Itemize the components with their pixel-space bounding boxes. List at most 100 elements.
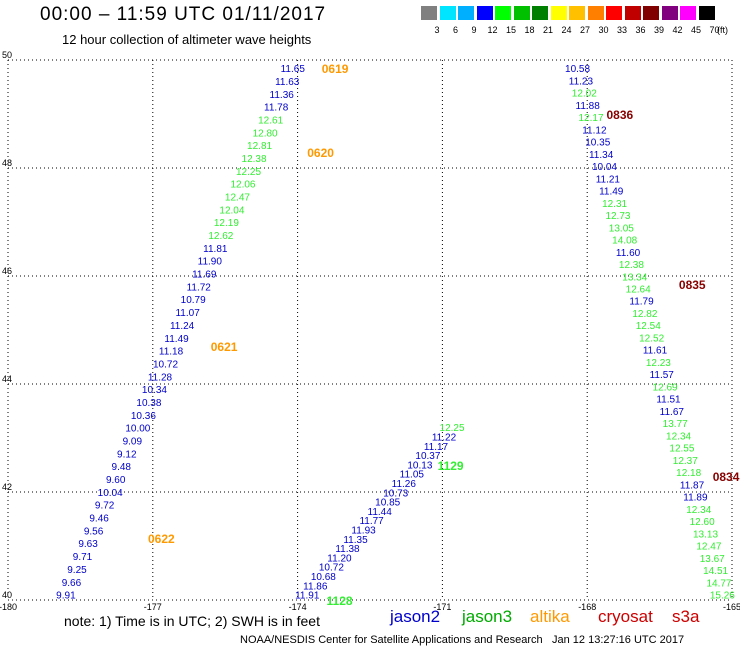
y-tick-label: 50: [2, 50, 12, 60]
satellite-key-s3a: s3a: [672, 607, 700, 626]
legend-swatch: [606, 6, 622, 20]
x-tick-label: -165: [723, 602, 740, 612]
legend-swatch: [550, 6, 567, 20]
y-tick-label: 42: [2, 482, 12, 492]
satellite-key-altika: altika: [530, 607, 570, 626]
pass-time-label: 0620: [307, 146, 334, 160]
wave-height-value: 11.93: [351, 526, 376, 537]
wave-height-value: 11.57: [650, 370, 675, 381]
wave-height-value: 13.34: [622, 272, 647, 283]
wave-height-value: 11.24: [170, 321, 195, 332]
x-tick-label: -174: [289, 602, 307, 612]
wave-height-value: 13.05: [609, 223, 634, 234]
wave-height-value: 12.25: [440, 423, 465, 434]
wave-height-value: 12.82: [632, 309, 657, 320]
wave-height-value: 9.71: [73, 552, 93, 563]
wave-height-value: 11.87: [680, 480, 705, 491]
wave-height-value: 10.36: [131, 411, 156, 422]
wave-height-value: 11.61: [643, 346, 668, 357]
wave-height-value: 11.67: [660, 407, 685, 418]
satellite-key-cryosat: cryosat: [598, 607, 653, 626]
wave-height-value: 12.80: [253, 128, 278, 139]
generated-timestamp: Jan 12 13:27:16 UTC 2017: [552, 634, 685, 646]
wave-height-value: 11.72: [187, 282, 212, 293]
wave-height-value: 11.78: [264, 103, 289, 114]
wave-height-value: 12.81: [247, 141, 272, 152]
pass-time-label: 0622: [148, 532, 175, 546]
wave-height-value: 15.26: [710, 591, 735, 602]
wave-height-value: 11.36: [270, 90, 295, 101]
pass-time-label: 1129: [438, 459, 464, 473]
legend-swatch: [698, 6, 715, 20]
wave-height-value: 12.38: [242, 154, 267, 165]
wave-height-value: 12.54: [636, 321, 661, 332]
legend-label: 30: [598, 25, 609, 35]
legend-label: 12: [487, 25, 498, 35]
legend-swatch: [661, 6, 678, 20]
wave-height-value: 11.69: [192, 270, 217, 281]
wave-height-value: 9.25: [67, 565, 87, 576]
pass-time-label: 0621: [211, 340, 238, 354]
wave-height-value: 10.73: [383, 488, 408, 499]
wave-height-value: 11.34: [589, 150, 614, 161]
wave-height-value: 11.23: [569, 76, 594, 87]
wave-height-value: 12.06: [230, 180, 255, 191]
wave-height-value: 10.13: [407, 460, 432, 471]
legend-swatch: [495, 6, 511, 20]
pass-time-label: 0836: [607, 108, 634, 122]
x-tick-label: -168: [578, 602, 596, 612]
wave-height-value: 12.61: [258, 115, 283, 126]
wave-height-value: 10.72: [319, 563, 344, 574]
wave-height-value: 11.77: [359, 516, 384, 527]
wave-height-value: 9.60: [106, 475, 126, 486]
wave-height-value: 10.34: [142, 385, 167, 396]
wave-height-value: 11.20: [327, 553, 352, 564]
wave-height-value: 14.08: [612, 236, 637, 247]
y-tick-label: 40: [2, 590, 12, 600]
wave-height-value: 9.09: [123, 437, 143, 448]
wave-height-value: 12.23: [646, 358, 671, 369]
chart-subtitle: 12 hour collection of altimeter wave hei…: [62, 32, 312, 47]
wave-height-value: 9.66: [62, 578, 82, 589]
wave-height-value: 10.38: [136, 398, 161, 409]
legend-label: 3: [434, 25, 440, 35]
wave-height-value: 10.79: [181, 295, 206, 306]
wave-height-value: 11.18: [159, 347, 184, 358]
wave-height-value: 10.37: [415, 451, 440, 462]
wave-height-value: 9.56: [84, 526, 104, 537]
wave-height-value: 13.67: [700, 554, 725, 565]
legend-swatch: [569, 6, 585, 20]
x-tick-label: -177: [144, 602, 162, 612]
y-tick-label: 48: [2, 158, 12, 168]
legend-swatch: [458, 6, 474, 20]
wave-height-value: 10.68: [311, 572, 336, 583]
wave-height-value: 11.21: [596, 174, 621, 185]
wave-height-value: 12.38: [619, 260, 644, 271]
wave-height-value: 10.72: [153, 359, 178, 370]
wave-height-value: 12.37: [673, 456, 698, 467]
wave-height-value: 11.60: [616, 248, 641, 259]
wave-height-value: 11.91: [295, 591, 320, 602]
wave-height-value: 11.86: [303, 581, 328, 592]
wave-height-value: 12.17: [579, 113, 604, 124]
wave-height-value: 9.48: [112, 462, 132, 473]
legend-label: 24: [561, 25, 572, 35]
legend-label: 9: [471, 25, 477, 35]
legend-unit: (ft): [717, 25, 728, 35]
legend-label: 15: [505, 25, 516, 35]
wave-height-value: 12.60: [690, 517, 715, 528]
wave-height-value: 12.02: [572, 89, 597, 100]
credit-line: NOAA/NESDIS Center for Satellite Applica…: [240, 634, 543, 646]
satellite-key-jason3: jason3: [462, 607, 513, 626]
wave-height-value: 9.72: [95, 501, 115, 512]
legend-label: 18: [524, 25, 535, 35]
wave-height-value: 11.44: [368, 507, 393, 518]
legend-label: 21: [542, 25, 553, 35]
wave-height-value: 11.90: [198, 257, 223, 268]
wave-height-value: 12.04: [219, 205, 244, 216]
pass-time-label: 0619: [322, 62, 349, 76]
wave-height-value: 12.47: [696, 542, 721, 553]
legend-swatch: [643, 6, 659, 20]
wave-height-value: 9.63: [78, 539, 98, 550]
